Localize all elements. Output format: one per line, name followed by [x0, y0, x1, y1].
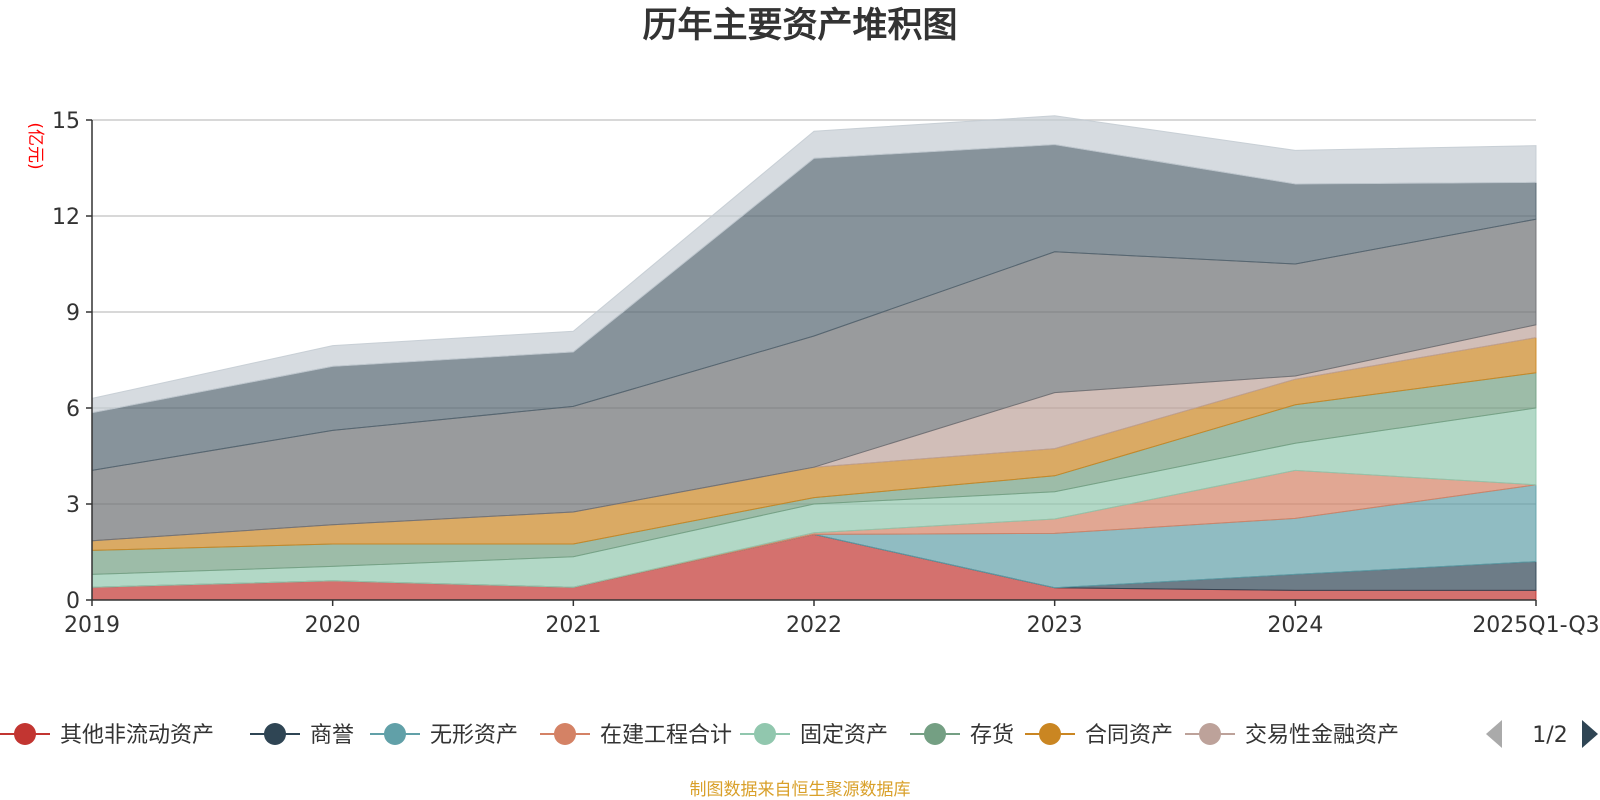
legend: 其他非流动资产 商誉 无形资产 在建工程合计 固定资产 存货 合同资产 交易性金融资产 1/2 [0, 720, 1598, 748]
x-tick-label: 2024 [1267, 613, 1323, 638]
legend-item[interactable]: 合同资产 [1025, 723, 1173, 748]
y-tick-label: 12 [52, 205, 80, 230]
legend-circle-marker [924, 723, 946, 745]
legend-label: 在建工程合计 [600, 723, 732, 748]
x-tick-label: 2020 [305, 613, 361, 638]
legend-item[interactable]: 商誉 [250, 723, 354, 748]
chart-title: 历年主要资产堆积图 [642, 6, 957, 46]
y-tick-label: 3 [66, 493, 80, 518]
stacked-areas [91, 115, 1537, 601]
legend-item[interactable]: 固定资产 [740, 723, 888, 748]
legend-circle-marker [754, 723, 776, 745]
legend-label: 商誉 [310, 723, 354, 748]
y-tick-label: 6 [66, 397, 80, 422]
x-tick-label: 2019 [64, 613, 120, 638]
legend-prev-icon[interactable] [1486, 720, 1502, 748]
legend-label: 无形资产 [430, 723, 518, 748]
legend-circle-marker [554, 723, 576, 745]
area-series-10 [91, 115, 1537, 414]
x-tick-label: 2022 [786, 613, 842, 638]
legend-label: 其他非流动资产 [60, 723, 214, 748]
legend-pager: 1/2 [1486, 720, 1598, 748]
legend-circle-marker [1039, 723, 1061, 745]
y-tick-label: 0 [66, 589, 80, 614]
legend-item[interactable]: 存货 [910, 723, 1014, 748]
legend-item[interactable]: 其他非流动资产 [0, 723, 214, 748]
y-tick-label: 15 [52, 109, 80, 134]
source-note: 制图数据来自恒生聚源数据库 [690, 780, 911, 800]
legend-label: 固定资产 [800, 723, 888, 748]
legend-circle-marker [14, 723, 36, 745]
legend-label: 交易性金融资产 [1245, 723, 1399, 748]
legend-circle-marker [1199, 723, 1221, 745]
legend-label: 存货 [970, 723, 1014, 748]
y-tick-label: 9 [66, 301, 80, 326]
axes: 0 3 6 9 12 15 2019 2020 2021 2022 2023 2024 2025Q1-Q… [52, 109, 1600, 638]
legend-label: 合同资产 [1085, 723, 1173, 748]
legend-page-indicator: 1/2 [1532, 723, 1567, 748]
y-axis-unit-label: (亿元) [25, 122, 45, 169]
legend-circle-marker [264, 723, 286, 745]
legend-next-icon[interactable] [1582, 720, 1598, 748]
legend-item[interactable]: 在建工程合计 [540, 723, 732, 748]
legend-item[interactable]: 无形资产 [370, 723, 518, 748]
legend-circle-marker [384, 723, 406, 745]
legend-item[interactable]: 交易性金融资产 [1185, 723, 1399, 748]
x-tick-label: 2025Q1-Q3 [1472, 613, 1599, 638]
x-tick-label: 2021 [545, 613, 601, 638]
x-tick-label: 2023 [1027, 613, 1083, 638]
